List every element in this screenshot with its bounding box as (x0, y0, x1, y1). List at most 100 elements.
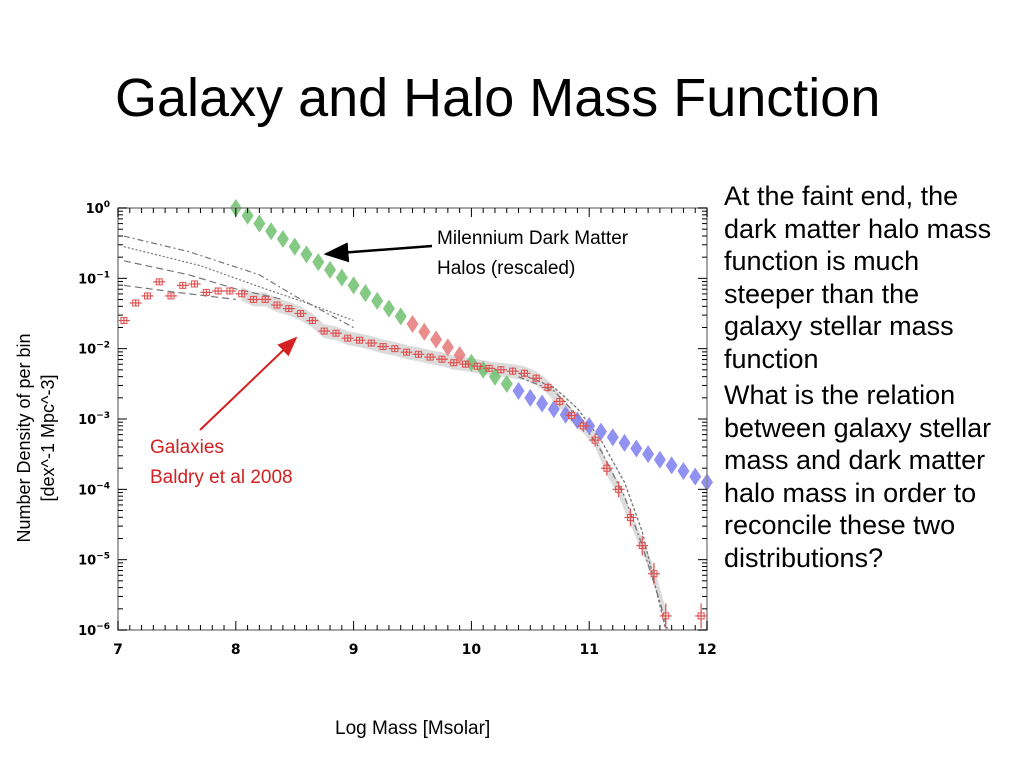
galaxy-point (200, 288, 213, 296)
halo-point (642, 445, 655, 464)
galaxy-point (188, 280, 201, 288)
galaxy-point (412, 350, 425, 358)
galaxy-point (117, 317, 130, 325)
galaxy-marker (355, 336, 363, 344)
galaxy-marker (520, 369, 528, 377)
galaxy-marker (497, 366, 505, 374)
y-tick-label: 10−4 (78, 481, 110, 498)
galaxy-point (247, 295, 260, 303)
galaxy-point (235, 290, 248, 298)
halo-point (394, 307, 407, 326)
galaxy-point (259, 295, 272, 303)
galaxy-point (306, 317, 319, 325)
galaxy-marker (320, 327, 328, 335)
galaxy-point (318, 327, 331, 335)
model-line (123, 246, 354, 322)
galaxy-marker (379, 343, 387, 351)
halo-point (241, 206, 254, 225)
galaxy-marker (438, 355, 446, 363)
x-tick-labels: 7 8 9 10 11 12 (113, 642, 717, 658)
galaxy-marker (462, 360, 470, 368)
y-tick-label: 10−2 (78, 341, 110, 358)
halo-point (359, 284, 372, 303)
uncertainty-band (241, 286, 666, 623)
halo-point (347, 276, 360, 295)
galaxy-marker (167, 292, 175, 300)
galaxy-marker (662, 612, 670, 620)
galaxy-marker (450, 359, 458, 367)
bullet-question: What is the relation between galaxy stel… (724, 379, 1024, 574)
bullet-line: mass and dark matter (724, 445, 986, 475)
bullet-list: At the faint end, the dark matter halo m… (724, 180, 1024, 578)
galaxy-point (294, 310, 307, 317)
halo-point (288, 237, 301, 256)
y-tick-label: 10−1 (78, 270, 110, 287)
galaxy-marker (626, 513, 634, 521)
bullet-line: At the faint end, the (724, 181, 959, 211)
galaxy-marker (191, 280, 199, 288)
bullet-line: function is much (724, 246, 920, 276)
galaxy-marker (332, 329, 340, 337)
bullet-line: function (724, 343, 819, 374)
halo-point (312, 253, 325, 272)
bullet-line: steeper than the (724, 278, 920, 309)
plot-frame (117, 207, 708, 631)
galaxy-marker (273, 301, 281, 309)
halo-point (324, 260, 337, 279)
model-line (518, 376, 669, 630)
galaxy-point (483, 364, 496, 373)
galaxy-point (388, 345, 401, 353)
galaxy-point (647, 562, 660, 585)
galaxy-point (153, 278, 166, 286)
galaxy-series (117, 278, 708, 629)
galaxy-point (565, 410, 578, 421)
galaxy-point (212, 287, 225, 295)
galaxy-point (600, 460, 613, 476)
y-tick-labels: 100 10−1 10−2 10−3 10−4 10−5 10−6 (78, 200, 110, 639)
galaxy-marker (155, 278, 163, 286)
halo-point (265, 222, 278, 241)
bullet-faint-end: At the faint end, the dark matter halo m… (724, 180, 1024, 375)
galaxy-point (624, 508, 637, 527)
model-line (123, 260, 284, 300)
galaxy-marker (426, 353, 434, 361)
y-tick-label: 100 (86, 200, 110, 217)
halo-point (559, 405, 572, 424)
bullet-line: dark matter halo mass (724, 213, 992, 244)
model-line (518, 372, 667, 630)
galaxy-point (365, 339, 378, 347)
halo-point (689, 467, 702, 486)
galaxy-point (400, 348, 413, 356)
galaxy-marker (579, 422, 587, 430)
y-tick-label: 10−6 (78, 622, 110, 639)
halo-point (630, 439, 643, 458)
galaxy-point (459, 360, 472, 368)
galaxy-marker (697, 612, 705, 620)
halo-point (335, 268, 348, 287)
halo-point (524, 388, 537, 407)
bullet-line: What is the relation (724, 380, 956, 410)
galaxy-marker (615, 485, 623, 493)
halo-point (594, 422, 607, 441)
galaxy-marker (473, 362, 481, 370)
halo-point (418, 322, 431, 341)
halo-point (512, 381, 525, 400)
galaxy-marker (179, 281, 187, 289)
galaxy-point (424, 353, 437, 361)
galaxy-marker (120, 317, 128, 325)
y-tick-label: 10−5 (78, 552, 110, 569)
galaxy-point (577, 420, 590, 432)
halo-point (382, 299, 395, 318)
galaxy-marker (509, 367, 517, 375)
galaxy-marker (143, 292, 151, 300)
galaxy-point (518, 369, 531, 378)
halo-point (618, 433, 631, 452)
galaxy-marker (226, 287, 234, 295)
galaxy-marker (403, 348, 411, 356)
bullet-line: distributions? (724, 542, 884, 573)
galaxy-point (329, 329, 342, 337)
halo-arrow (323, 242, 433, 263)
galaxy-marker (544, 383, 552, 391)
galaxy-point (271, 301, 284, 309)
galaxy-point (176, 281, 189, 289)
